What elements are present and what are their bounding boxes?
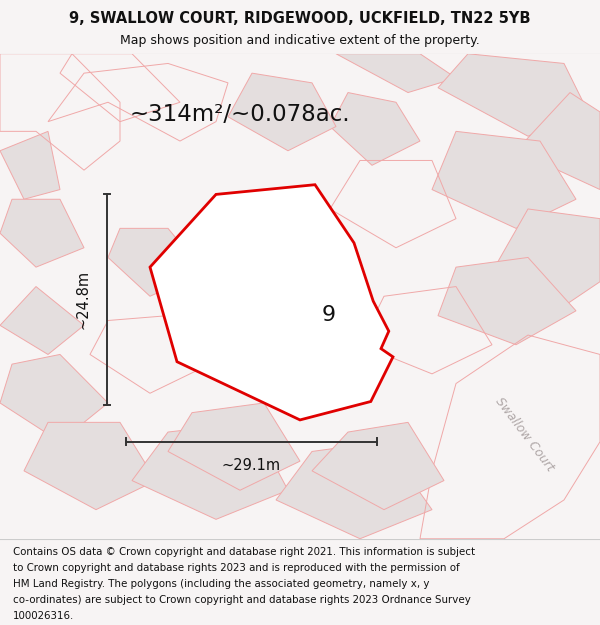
Text: co-ordinates) are subject to Crown copyright and database rights 2023 Ordnance S: co-ordinates) are subject to Crown copyr… [13,595,471,605]
Polygon shape [492,209,600,306]
Text: Swallow Court: Swallow Court [493,395,557,474]
Polygon shape [168,403,300,490]
Text: 100026316.: 100026316. [13,611,74,621]
Text: to Crown copyright and database rights 2023 and is reproduced with the permissio: to Crown copyright and database rights 2… [13,563,460,573]
Polygon shape [516,92,600,189]
Polygon shape [228,73,336,151]
Polygon shape [192,233,312,311]
Polygon shape [0,286,84,354]
Text: ~314m²/~0.078ac.: ~314m²/~0.078ac. [130,103,350,126]
Polygon shape [330,92,420,165]
Text: 9, SWALLOW COURT, RIDGEWOOD, UCKFIELD, TN22 5YB: 9, SWALLOW COURT, RIDGEWOOD, UCKFIELD, T… [69,11,531,26]
Polygon shape [0,354,108,442]
Polygon shape [312,422,444,509]
Polygon shape [438,54,588,136]
Polygon shape [132,422,288,519]
Polygon shape [336,54,456,92]
Text: HM Land Registry. The polygons (including the associated geometry, namely x, y: HM Land Registry. The polygons (includin… [13,579,430,589]
Text: ~24.8m: ~24.8m [76,271,90,329]
Polygon shape [24,422,156,509]
Polygon shape [438,258,576,345]
Polygon shape [108,228,204,296]
Text: 9: 9 [322,305,336,325]
Text: Contains OS data © Crown copyright and database right 2021. This information is : Contains OS data © Crown copyright and d… [13,548,475,558]
Text: ~29.1m: ~29.1m [222,458,281,472]
Polygon shape [0,131,60,199]
Polygon shape [150,185,393,420]
Polygon shape [0,199,84,267]
Polygon shape [276,442,432,539]
Polygon shape [432,131,576,228]
Text: Map shows position and indicative extent of the property.: Map shows position and indicative extent… [120,34,480,48]
